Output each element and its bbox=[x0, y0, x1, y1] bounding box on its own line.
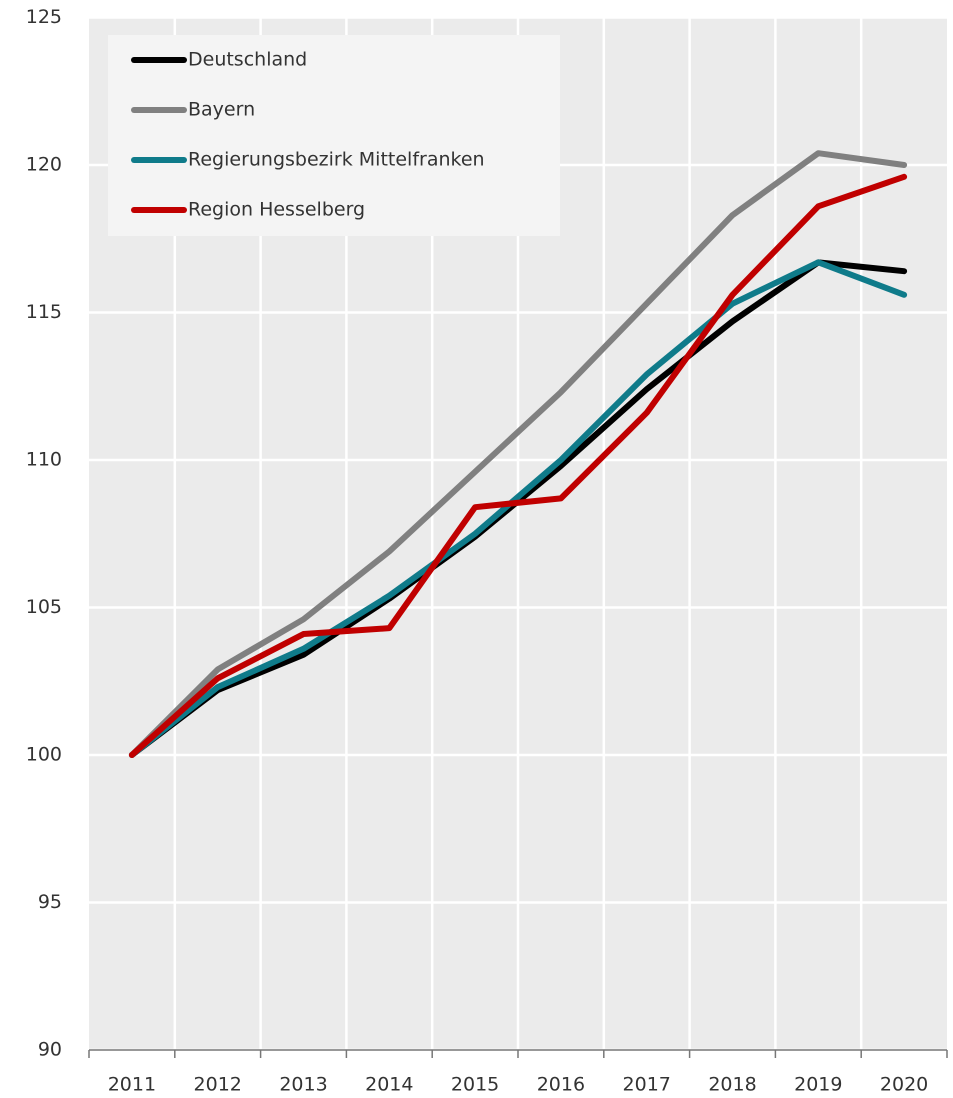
y-tick-label: 115 bbox=[26, 301, 62, 323]
y-tick-label: 110 bbox=[26, 449, 62, 471]
x-tick-label: 2011 bbox=[108, 1074, 156, 1096]
x-tick-label: 2015 bbox=[451, 1074, 499, 1096]
y-tick-label: 100 bbox=[26, 744, 62, 766]
y-tick-label: 105 bbox=[26, 596, 62, 618]
legend-box bbox=[108, 35, 560, 236]
legend: Deutschland Bayern Regierungsbezirk Mittel… bbox=[108, 35, 560, 236]
y-tick-label: 95 bbox=[38, 891, 62, 913]
y-tick-label: 120 bbox=[26, 154, 62, 176]
y-tick-label: 90 bbox=[38, 1039, 62, 1061]
legend-label: Regierungsbezirk Mittelfranken bbox=[188, 149, 485, 171]
y-tick-label: 125 bbox=[26, 6, 62, 28]
x-tick-label: 2017 bbox=[623, 1074, 671, 1096]
x-tick-label: 2014 bbox=[365, 1074, 413, 1096]
legend-label: Region Hesselberg bbox=[188, 199, 365, 221]
series-line bbox=[128, 259, 908, 758]
legend-label: Deutschland bbox=[188, 49, 307, 71]
x-tick-label: 2019 bbox=[794, 1074, 842, 1096]
x-tick-label: 2016 bbox=[537, 1074, 585, 1096]
x-tick-label: 2018 bbox=[708, 1074, 756, 1096]
x-tick-label: 2013 bbox=[279, 1074, 327, 1096]
series-line bbox=[128, 173, 908, 758]
axes: 90 95 100 105 110 115 120 125 2011 2012 2013 2014 20… bbox=[26, 6, 948, 1096]
x-tick-label: 2012 bbox=[194, 1074, 242, 1096]
lines bbox=[128, 150, 908, 758]
series-line bbox=[128, 150, 908, 758]
legend-label: Bayern bbox=[188, 99, 255, 121]
x-tick-label: 2020 bbox=[880, 1074, 928, 1096]
